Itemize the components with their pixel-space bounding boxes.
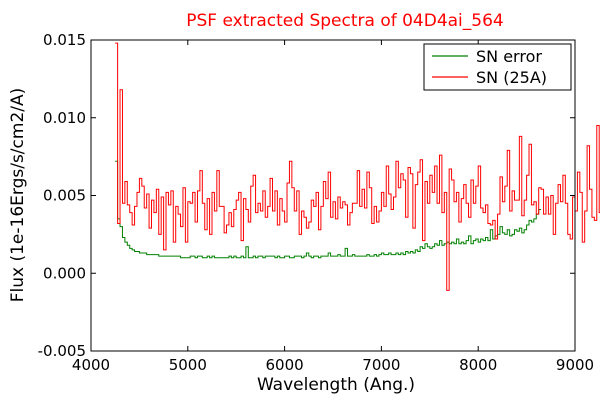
y-tick-label: 0.000 bbox=[43, 264, 86, 282]
plot-area: 4000 5000 6000 7000 8000 9000 -0.005 0.000 0.005… bbox=[38, 31, 600, 374]
y-tick-label: 0.010 bbox=[43, 109, 86, 127]
y-axis-label: Flux (1e-16Ergs/s/cm2/A) bbox=[8, 88, 28, 303]
x-axis-label: Wavelength (Ang.) bbox=[257, 375, 415, 395]
legend-box bbox=[423, 43, 572, 91]
series-layer bbox=[115, 42, 600, 291]
x-tick-label: 9000 bbox=[556, 356, 594, 374]
x-tick-label: 4000 bbox=[72, 356, 110, 374]
y-tick-label: -0.005 bbox=[38, 342, 86, 360]
legend: SN error SN (25A) bbox=[423, 43, 572, 91]
plot-frame bbox=[91, 40, 575, 351]
x-tick-label: 8000 bbox=[459, 356, 497, 374]
x-tick-label: 6000 bbox=[266, 356, 304, 374]
series-line-sn-error bbox=[115, 160, 542, 259]
y-tick-label: 0.015 bbox=[43, 31, 86, 49]
legend-label-sn-error: SN error bbox=[476, 47, 542, 66]
x-tick-label: 5000 bbox=[169, 356, 207, 374]
series-line-sn-25a bbox=[115, 42, 600, 291]
legend-label-sn-25a: SN (25A) bbox=[476, 68, 547, 87]
y-tick-label: 0.005 bbox=[43, 187, 86, 205]
chart-title: PSF extracted Spectra of 04D4ai_564 bbox=[186, 11, 503, 31]
x-tick-label: 7000 bbox=[362, 356, 400, 374]
